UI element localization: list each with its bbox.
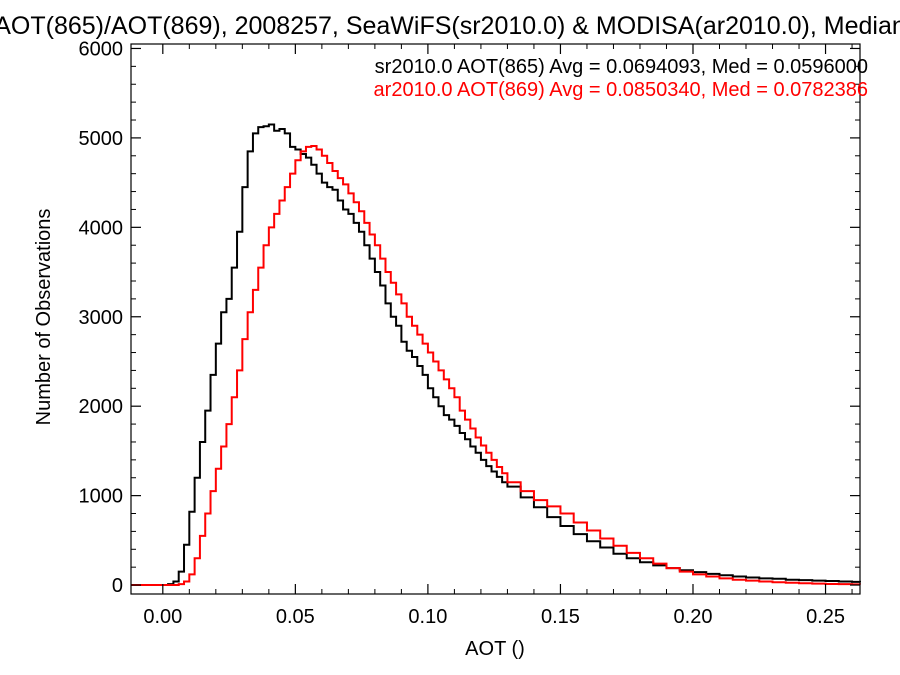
x-axis-label: AOT ()	[465, 638, 525, 660]
tick-layer: 0.00 0.05 0.10 0.15 0.20 0.25 0 1000 2000 3000 400…	[79, 38, 860, 628]
y-tick-label: 1000	[79, 486, 124, 508]
y-tick-label: 6000	[79, 38, 124, 60]
y-axis-label: Number of Observations	[33, 209, 55, 426]
stats-label-sr2010: sr2010.0 AOT(865) Avg = 0.0694093, Med =…	[375, 56, 868, 78]
x-tick-label: 0.00	[143, 606, 182, 628]
y-tick-label: 3000	[79, 307, 124, 329]
x-tick-label: 0.20	[674, 606, 713, 628]
y-tick-label: 2000	[79, 396, 124, 418]
x-tick-label: 0.10	[408, 606, 447, 628]
plot-frame	[130, 43, 861, 595]
stats-label-ar2010: ar2010.0 AOT(869) Avg = 0.0850340, Med =…	[374, 79, 868, 101]
chart-title: AOT(865)/AOT(869), 2008257, SeaWiFS(sr20…	[0, 12, 900, 40]
y-tick-label: 4000	[79, 217, 124, 239]
x-tick-label: 0.25	[806, 606, 845, 628]
series-sr2010.0	[131, 123, 861, 587]
series-layer	[131, 123, 861, 587]
series-ar2010.0	[131, 144, 861, 587]
x-tick-label: 0.05	[276, 606, 315, 628]
y-tick-label: 5000	[79, 128, 124, 150]
y-tick-label: 0	[112, 575, 123, 597]
x-tick-label: 0.15	[541, 606, 580, 628]
